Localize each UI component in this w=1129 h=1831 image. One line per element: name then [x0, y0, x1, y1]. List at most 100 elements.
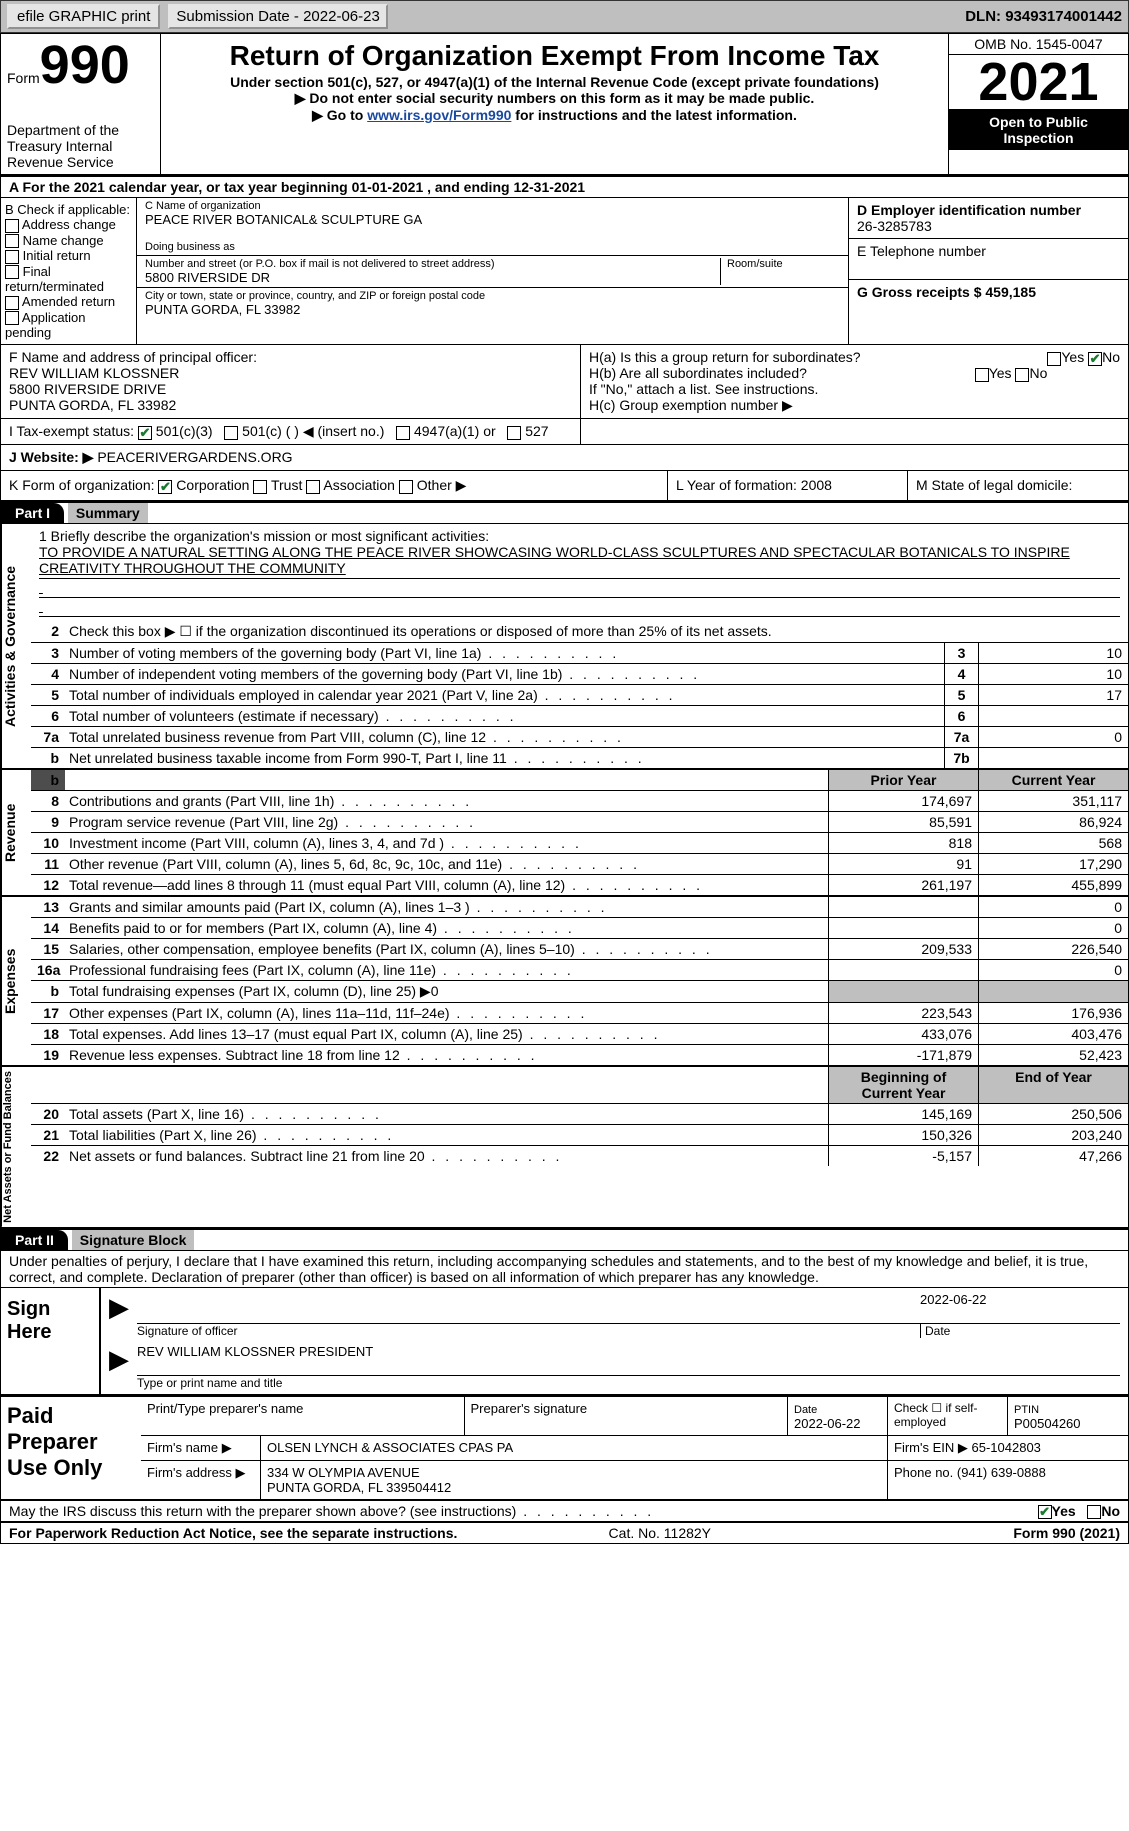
officer-addr2: PUNTA GORDA, FL 33982 [9, 397, 572, 413]
cb-assoc[interactable] [306, 480, 320, 494]
col-current-year: Current Year [978, 770, 1128, 790]
cb-other[interactable] [399, 480, 413, 494]
k-form-org: K Form of organization: Corporation Trus… [1, 471, 668, 500]
cb-label: Name change [23, 233, 104, 248]
cb-initial-return[interactable]: Initial return [5, 248, 132, 264]
side-label-governance: Activities & Governance [1, 524, 31, 768]
e-phone: E Telephone number [849, 239, 1128, 280]
line-a-text: A For the 2021 calendar year, or tax yea… [9, 179, 585, 195]
activities-governance: Activities & Governance 1 Briefly descri… [1, 524, 1128, 768]
website-value: PEACERIVERGARDENS.ORG [97, 449, 292, 465]
gov-row: 5Total number of individuals employed in… [31, 684, 1128, 705]
form-num-big: 990 [40, 35, 130, 95]
tax-year: 2021 [949, 55, 1128, 110]
firm-ein: 65-1042803 [972, 1440, 1041, 1455]
pra-notice: For Paperwork Reduction Act Notice, see … [9, 1525, 457, 1541]
header-sub1: Under section 501(c), 527, or 4947(a)(1)… [169, 74, 940, 90]
header-left: Form990 Department of the Treasury Inter… [1, 34, 161, 174]
paid-preparer-label: Paid Preparer Use Only [1, 1397, 141, 1499]
i-o1: 501(c)(3) [156, 423, 213, 439]
sub3-post: for instructions and the latest informat… [511, 107, 796, 123]
cb-label: Final return/terminated [5, 264, 104, 295]
discuss-yes-cb[interactable] [1038, 1505, 1052, 1519]
cb-app-pending[interactable]: Application pending [5, 310, 132, 341]
mission-box: 1 Briefly describe the organization's mi… [31, 524, 1128, 621]
hb-no-cb[interactable] [1015, 368, 1029, 382]
e-label: E Telephone number [857, 243, 1120, 259]
arrow-icon: ▶ [109, 1344, 129, 1390]
efile-print-button[interactable]: efile GRAPHIC print [7, 4, 160, 29]
row-k-l-m: K Form of organization: Corporation Trus… [1, 471, 1128, 503]
f-label: F Name and address of principal officer: [9, 349, 572, 365]
header-sub2: ▶ Do not enter social security numbers o… [169, 90, 940, 107]
firm-addr2: PUNTA GORDA, FL 339504412 [267, 1480, 451, 1495]
date-label: Date [920, 1324, 1120, 1338]
side-label-expenses: Expenses [1, 897, 31, 1065]
cb-amended-return[interactable]: Amended return [5, 294, 132, 310]
exp-row: 19Revenue less expenses. Subtract line 1… [31, 1044, 1128, 1065]
footer-row: For Paperwork Reduction Act Notice, see … [1, 1523, 1128, 1543]
g-label: G Gross receipts $ 459,185 [857, 284, 1036, 300]
rev-row: 10Investment income (Part VIII, column (… [31, 832, 1128, 853]
hb-yes-cb[interactable] [975, 368, 989, 382]
irs-discuss-row: May the IRS discuss this return with the… [1, 1501, 1128, 1523]
discuss-no-cb[interactable] [1087, 1505, 1101, 1519]
b-label: B Check if applicable: [5, 202, 132, 217]
cb-trust[interactable] [253, 480, 267, 494]
arrow-icon: ▶ [109, 1292, 129, 1338]
form990-link[interactable]: www.irs.gov/Form990 [367, 107, 511, 123]
cb-address-change[interactable]: Address change [5, 217, 132, 233]
i-tax-status: I Tax-exempt status: 501(c)(3) 501(c) ( … [1, 419, 581, 444]
q2-text: Check this box ▶ ☐ if the organization d… [65, 621, 1128, 642]
prep-row-1: Print/Type preparer's name Preparer's si… [141, 1397, 1128, 1436]
cb-4947[interactable] [396, 426, 410, 440]
col-end-year: End of Year [978, 1067, 1128, 1103]
gov-row: 7aTotal unrelated business revenue from … [31, 726, 1128, 747]
q2-row: 2 Check this box ▶ ☐ if the organization… [31, 621, 1128, 642]
ein-label: Firm's EIN ▶ [894, 1440, 968, 1455]
org-city: PUNTA GORDA, FL 33982 [145, 302, 840, 317]
no-label: No [1102, 349, 1120, 365]
ptin-label: PTIN [1014, 1404, 1039, 1416]
part-i-title: Summary [68, 503, 148, 523]
h-a: H(a) Is this a group return for subordin… [589, 349, 1120, 365]
sig-right: ▶ 2022-06-22 Signature of officer Date ▶… [101, 1288, 1128, 1394]
exp-row: 18Total expenses. Add lines 13–17 (must … [31, 1023, 1128, 1044]
cb-527[interactable] [507, 426, 521, 440]
sign-here-label: Sign Here [1, 1288, 101, 1394]
k-o4: Other ▶ [417, 477, 467, 493]
firm-name: OLSEN LYNCH & ASSOCIATES CPAS PA [261, 1436, 888, 1460]
col-prior-year: Prior Year [828, 770, 978, 790]
paid-preparer-block: Paid Preparer Use Only Print/Type prepar… [1, 1397, 1128, 1501]
rev-row: 9Program service revenue (Part VIII, lin… [31, 811, 1128, 832]
k-o2: Trust [271, 477, 302, 493]
cb-label: Amended return [22, 294, 115, 309]
c-name-label: C Name of organization [145, 200, 840, 212]
m-state-domicile: M State of legal domicile: [908, 471, 1128, 500]
exp-row: 13Grants and similar amounts paid (Part … [31, 897, 1128, 917]
cb-name-change[interactable]: Name change [5, 233, 132, 249]
c-block: C Name of organization PEACE RIVER BOTAN… [137, 198, 848, 344]
cb-501c3[interactable] [138, 426, 152, 440]
h-c: H(c) Group exemption number ▶ [589, 397, 1120, 414]
cb-501c[interactable] [224, 426, 238, 440]
cb-corp[interactable] [158, 480, 172, 494]
k-o1: Corporation [176, 477, 249, 493]
yes-label: Yes [1061, 349, 1084, 365]
b-checkboxes: B Check if applicable: Address change Na… [1, 198, 137, 344]
d-e-g-block: D Employer identification number 26-3285… [848, 198, 1128, 344]
ha-no-cb[interactable] [1088, 352, 1102, 366]
exp-row: 17Other expenses (Part IX, column (A), l… [31, 1002, 1128, 1023]
revenue-block: Revenue b Prior Year Current Year 8Contr… [1, 768, 1128, 895]
cb-final-return[interactable]: Final return/terminated [5, 264, 132, 295]
row-i: I Tax-exempt status: 501(c)(3) 501(c) ( … [1, 419, 1128, 445]
exp-row: 14Benefits paid to or for members (Part … [31, 917, 1128, 938]
f-officer: F Name and address of principal officer:… [1, 345, 581, 418]
gov-row: 6Total number of volunteers (estimate if… [31, 705, 1128, 726]
org-street: 5800 RIVERSIDE DR [145, 270, 720, 285]
exp-row: bTotal fundraising expenses (Part IX, co… [31, 980, 1128, 1002]
open-to-public: Open to Public Inspection [949, 110, 1128, 150]
dba-label: Doing business as [145, 241, 840, 253]
city-label: City or town, state or province, country… [145, 290, 840, 302]
ha-yes-cb[interactable] [1047, 352, 1061, 366]
